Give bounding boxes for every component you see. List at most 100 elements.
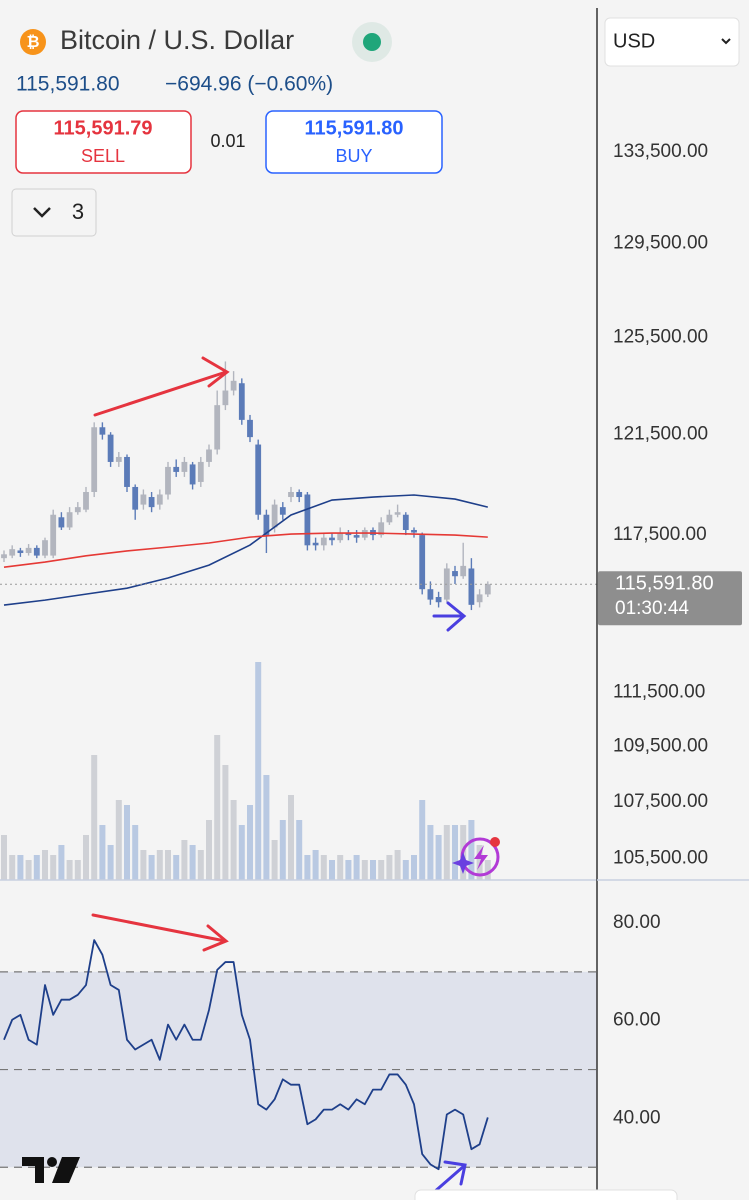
volume-bar bbox=[140, 850, 147, 880]
buy-label[interactable]: BUY bbox=[335, 146, 372, 166]
volume-bar bbox=[263, 775, 270, 880]
volume-bar bbox=[296, 820, 303, 880]
volume-bar bbox=[419, 800, 426, 880]
candle-body bbox=[124, 456, 130, 487]
candle-body bbox=[247, 419, 253, 438]
volume-bar bbox=[25, 860, 32, 880]
volume-bar bbox=[33, 855, 40, 880]
volume-bar bbox=[50, 855, 57, 880]
volume-bar bbox=[83, 835, 89, 880]
volume-bar bbox=[132, 825, 139, 880]
volume-bar bbox=[206, 820, 212, 880]
arrow-head bbox=[201, 356, 230, 388]
countdown: 01:30:44 bbox=[615, 598, 689, 619]
status-dot bbox=[363, 33, 381, 51]
volume-bar bbox=[378, 860, 385, 880]
volume-bar bbox=[255, 662, 262, 880]
sell-button[interactable]: 115,591.79 SELL bbox=[15, 110, 192, 174]
volume-bar bbox=[148, 855, 155, 880]
currency[interactable]: USD bbox=[613, 30, 655, 52]
currency-select[interactable]: USD bbox=[604, 17, 740, 67]
candle-body bbox=[427, 589, 434, 600]
volume-bar bbox=[411, 855, 417, 880]
volume-bar bbox=[402, 860, 409, 880]
volume-bar bbox=[312, 850, 319, 880]
candle-body bbox=[107, 434, 114, 462]
volume-bar bbox=[222, 765, 229, 880]
volume-bar bbox=[361, 860, 368, 880]
candle-body bbox=[189, 464, 196, 485]
candle-body bbox=[132, 486, 139, 510]
arrow-head bbox=[202, 924, 229, 952]
tradingview-logo bbox=[22, 1157, 80, 1183]
candle-body bbox=[484, 584, 491, 595]
candle-body bbox=[42, 540, 48, 556]
candle-body bbox=[58, 517, 65, 528]
buy-price[interactable]: 115,591.80 bbox=[305, 117, 404, 139]
sell-label[interactable]: SELL bbox=[81, 146, 125, 166]
candle-body bbox=[263, 514, 270, 536]
candle-body bbox=[25, 547, 32, 554]
candle-body bbox=[378, 522, 385, 536]
candle-body bbox=[386, 514, 393, 523]
y-tick-label: 80.00 bbox=[613, 912, 661, 933]
blue-arrows bbox=[431, 601, 467, 1195]
candle-body bbox=[9, 549, 16, 556]
candle-body bbox=[156, 494, 163, 505]
volume-bar bbox=[173, 855, 180, 880]
indicator-toggle[interactable]: 3 bbox=[11, 188, 97, 237]
candle-body bbox=[476, 594, 483, 603]
candle-body bbox=[140, 494, 147, 505]
candle-body bbox=[91, 427, 98, 492]
indicator-box[interactable] bbox=[11, 188, 97, 237]
volume-bar bbox=[329, 860, 335, 880]
buy-button[interactable]: 115,591.80 BUY bbox=[265, 110, 443, 174]
buy-box[interactable] bbox=[265, 110, 443, 174]
candle-body bbox=[288, 491, 294, 498]
candle-body bbox=[83, 491, 89, 510]
lightning bbox=[474, 845, 488, 870]
volume-bar bbox=[468, 820, 475, 880]
y-tick-label: 117,500.00 bbox=[613, 524, 707, 545]
logo-part bbox=[47, 1157, 57, 1167]
candle-body bbox=[394, 512, 401, 515]
chevron[interactable] bbox=[33, 207, 51, 218]
arrow-head bbox=[443, 1160, 467, 1186]
volume-bar bbox=[247, 805, 253, 880]
sell-box[interactable] bbox=[15, 110, 192, 174]
arrow bbox=[93, 370, 228, 417]
candle-body bbox=[66, 512, 73, 528]
volume-bar bbox=[304, 855, 311, 880]
candle-body bbox=[402, 514, 409, 530]
last-price: 115,591.80 bbox=[16, 73, 120, 96]
candle-body bbox=[33, 547, 40, 556]
volume-bar bbox=[197, 850, 204, 880]
volume-bar bbox=[165, 850, 171, 880]
candle-body bbox=[279, 507, 286, 515]
rsi-band-layer bbox=[0, 971, 597, 1168]
currency-box[interactable] bbox=[604, 17, 740, 67]
logo-part bbox=[52, 1157, 80, 1183]
y-tick-label: 125,500.00 bbox=[613, 326, 708, 347]
volume-bar bbox=[353, 855, 360, 880]
sell-price[interactable]: 115,591.79 bbox=[54, 117, 153, 139]
arrow bbox=[91, 913, 227, 943]
indicator-count[interactable]: 3 bbox=[72, 199, 84, 224]
volume-bar bbox=[386, 855, 393, 880]
candle-body bbox=[148, 497, 155, 508]
candle-body bbox=[271, 504, 278, 528]
bottom-sheet bbox=[414, 1189, 678, 1200]
volume-bar bbox=[124, 805, 130, 880]
sparkle bbox=[452, 852, 474, 874]
chevron[interactable] bbox=[721, 38, 731, 45]
candle-body bbox=[50, 514, 57, 556]
rsi-line bbox=[3, 939, 489, 1171]
volume-bar bbox=[66, 860, 73, 880]
candle-body bbox=[296, 491, 303, 498]
arrow bbox=[431, 1164, 466, 1195]
red-arrows bbox=[91, 356, 230, 952]
y-tick-label: 60.00 bbox=[613, 1010, 661, 1031]
volume-bar bbox=[58, 845, 65, 880]
moving-average bbox=[3, 494, 488, 606]
y-tick-label: 105,500.00 bbox=[613, 847, 708, 868]
